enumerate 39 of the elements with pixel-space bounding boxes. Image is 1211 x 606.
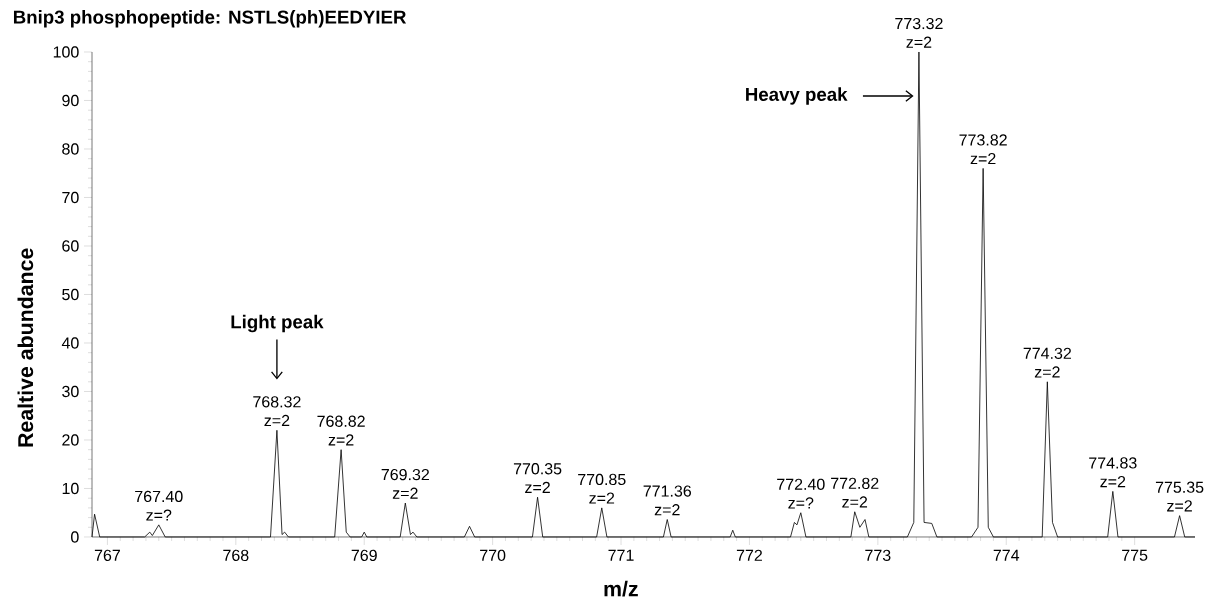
x-tick-label: 774: [993, 549, 1020, 561]
x-axis-title: m/z: [604, 580, 638, 597]
x-tick-label: 775: [1122, 549, 1148, 561]
x-tick-label: 772: [736, 549, 762, 561]
y-tick-label: 100: [53, 46, 79, 58]
annotation: 771.36 z=2: [643, 485, 692, 516]
y-tick-label: 80: [62, 143, 79, 155]
x-tick-label: 771: [608, 549, 634, 561]
x-tick-label: 773: [865, 549, 891, 562]
chart-title: Bnip3 phosphopeptide: NSTLS(ph)EEDYIER: [13, 10, 407, 28]
annotation: 769.32 z=2: [381, 468, 429, 499]
annotation: 772.40 z=?: [777, 478, 825, 509]
y-tick-label: 10: [62, 482, 79, 495]
annotation: 770.35 z=2: [513, 463, 562, 493]
y-tick-label: 30: [62, 385, 79, 398]
annotation: 768.82 z=2: [317, 415, 365, 446]
y-axis-title: Realtive abundance: [17, 248, 34, 447]
annotation: Heavy peak: [746, 87, 848, 105]
annotation: 774.83 z=2: [1089, 457, 1137, 488]
annotation: 773.32 z=2: [895, 17, 943, 48]
x-tick-label: 767: [94, 549, 120, 562]
x-tick-label: 770: [480, 549, 506, 562]
y-tick-label: 40: [61, 337, 79, 349]
annotation: 772.82 z=2: [831, 477, 879, 508]
annotation: 767.40 z=?: [135, 490, 183, 521]
annotation: Light peak: [231, 314, 324, 333]
y-tick-label: 70: [62, 191, 79, 204]
annotation: 775.35 z=2: [1155, 481, 1204, 512]
x-tick-label: 769: [351, 549, 377, 562]
y-tick-label: 50: [62, 288, 79, 301]
annotation: 770.85 z=2: [578, 473, 626, 504]
y-tick-label: 0: [71, 531, 79, 543]
y-tick-label: 20: [62, 434, 79, 446]
y-tick-label: 60: [62, 240, 79, 252]
annotation: 773.82 z=2: [959, 134, 1007, 165]
x-tick-label: 768: [223, 549, 249, 562]
annotation: 774.32 z=2: [1023, 347, 1071, 378]
y-tick-label: 90: [62, 94, 79, 107]
annotation: 768.32 z=2: [253, 396, 301, 427]
